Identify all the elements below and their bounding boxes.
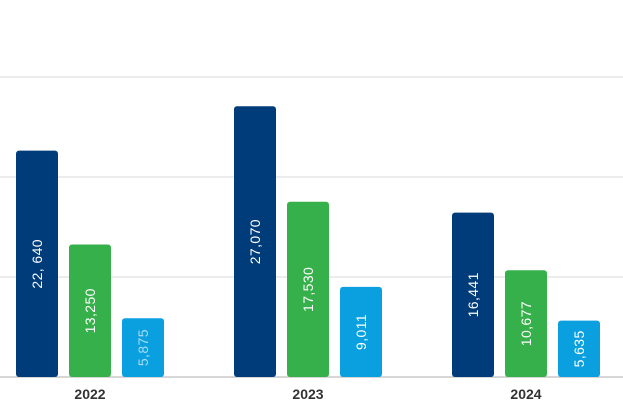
- bar-2022-2: [69, 244, 111, 377]
- bar-value-label-2024-1: 16,441: [465, 272, 481, 317]
- x-axis-tick-labels: 2022 2023 2024: [74, 386, 541, 402]
- bar-value-label-2023-1: 27,070: [247, 219, 263, 264]
- bar-2023-1: [234, 106, 276, 378]
- bar-value-label-2022-1: 22, 640: [29, 239, 45, 289]
- x-tick-label-2022: 2022: [74, 386, 105, 402]
- bar-2024-3: [558, 320, 600, 377]
- bar-value-label-2024-3: 5,635: [571, 330, 587, 367]
- x-tick-label-2024: 2024: [510, 386, 541, 402]
- bar-value-label-2022-3: 5,875: [135, 329, 151, 366]
- bar-2022-1: [16, 150, 58, 377]
- bar-2023-3: [340, 286, 382, 377]
- bar-2022-3: [122, 318, 164, 377]
- bar-2023-2: [287, 201, 329, 377]
- bars: [16, 106, 600, 378]
- bar-value-label-2024-2: 10,677: [518, 301, 534, 346]
- x-tick-label-2023: 2023: [292, 386, 323, 402]
- bar-2024-2: [505, 270, 547, 377]
- bar-value-label-2023-3: 9,011: [353, 314, 369, 350]
- bar-value-label-2022-2: 13,250: [82, 288, 98, 333]
- bar-2024-1: [452, 212, 494, 377]
- bar-value-labels: 22, 640 13,250 5,875 27,070 17,530 9,011 16,44…: [29, 219, 587, 367]
- bar-value-label-2023-2: 17,530: [300, 267, 316, 312]
